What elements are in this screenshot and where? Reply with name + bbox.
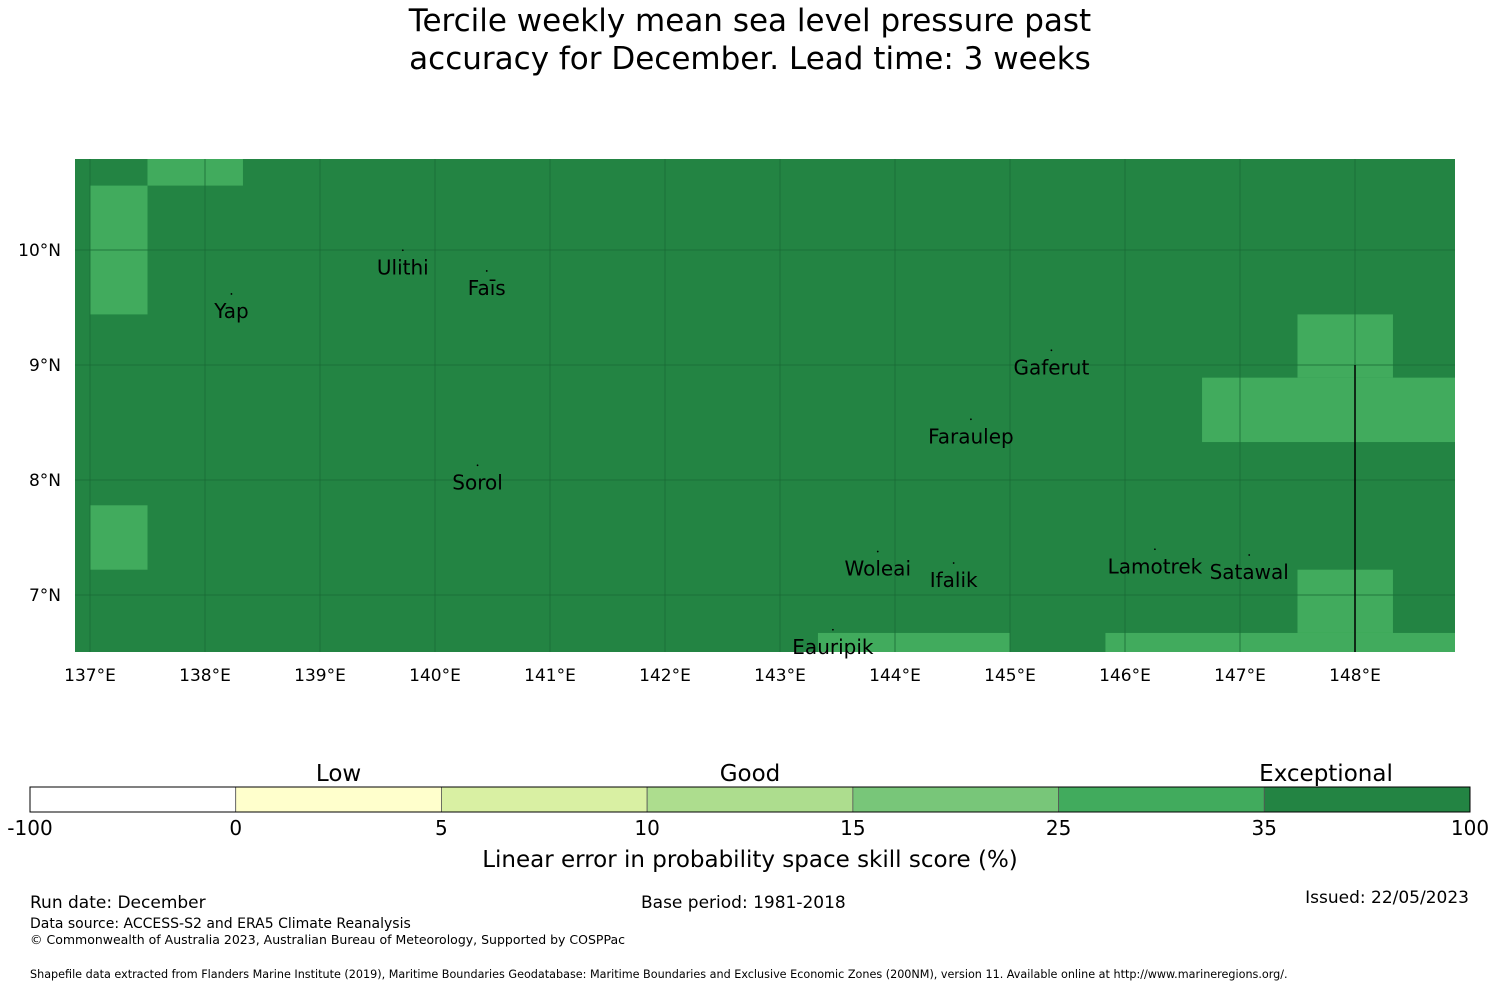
x-tick-label: 141°E xyxy=(524,666,576,686)
colorbar-segment xyxy=(235,786,442,813)
run-date: Run date: December xyxy=(30,893,206,913)
island-marker xyxy=(952,562,955,564)
title-line-1: Tercile weekly mean sea level pressure p… xyxy=(408,3,1092,39)
island-marker xyxy=(1050,349,1053,352)
colorbar-tick-label: -100 xyxy=(7,816,52,840)
y-tick-label: 7°N xyxy=(29,586,61,606)
x-tick-label: 138°E xyxy=(179,666,231,686)
place-label: Ifalik xyxy=(930,568,978,592)
skill-patch-7 xyxy=(1105,632,1455,652)
island-marker xyxy=(485,270,488,272)
colorbar-segment xyxy=(1263,786,1471,813)
title-line-2: accuracy for December. Lead time: 3 week… xyxy=(409,41,1091,77)
island-marker xyxy=(476,464,479,467)
colorbar-segment xyxy=(29,786,237,813)
place-label: Yap xyxy=(213,299,248,323)
skill-patch-4 xyxy=(1202,377,1455,443)
place-label: Satawal xyxy=(1210,560,1289,584)
x-tick-label: 137°E xyxy=(64,666,116,686)
x-tick-label: 145°E xyxy=(984,666,1036,686)
place-label: Ulithi xyxy=(377,255,429,279)
skill-patch-3 xyxy=(1297,314,1393,378)
colorbar-frame xyxy=(29,786,1471,813)
colorbar-tick-label: 10 xyxy=(634,816,659,840)
colorbar-tick-label: 25 xyxy=(1046,816,1071,840)
x-tick-label: 142°E xyxy=(639,666,691,686)
skill-patch-5 xyxy=(1297,569,1393,633)
island-marker xyxy=(1248,554,1251,556)
colorbar-segment xyxy=(1058,786,1265,813)
x-tick-label: 146°E xyxy=(1099,666,1151,686)
island-marker xyxy=(970,418,972,421)
shapefile-credit: Shapefile data extracted from Flanders M… xyxy=(30,968,1288,981)
place-label: Lamotrek xyxy=(1108,554,1203,578)
x-tick-label: 143°E xyxy=(754,666,806,686)
colorbar-tick-label: 100 xyxy=(1451,816,1489,840)
x-tick-label: 148°E xyxy=(1329,666,1381,686)
x-tick-label: 144°E xyxy=(869,666,921,686)
y-tick-label: 9°N xyxy=(29,356,61,376)
colorbar-tick-label: 0 xyxy=(229,816,242,840)
island-marker xyxy=(876,550,879,553)
x-tick-label: 139°E xyxy=(294,666,346,686)
x-tick-label: 140°E xyxy=(409,666,461,686)
colorbar-category-label: Exceptional xyxy=(1259,761,1393,787)
island-marker xyxy=(832,628,834,631)
colorbar-axis-label: Linear error in probability space skill … xyxy=(482,847,1018,873)
place-label: Gaferut xyxy=(1013,355,1089,379)
colorbar-category-label: Low xyxy=(316,761,361,787)
colorbar-segment xyxy=(646,786,854,813)
skill-patch-0 xyxy=(147,159,243,186)
chart-title: Tercile weekly mean sea level pressure p… xyxy=(0,2,1500,78)
colorbar-segment xyxy=(852,786,1059,813)
skill-patch-6 xyxy=(817,632,1010,652)
place-label: Faraulep xyxy=(928,424,1014,448)
island-marker xyxy=(230,293,233,295)
place-label: Sorol xyxy=(452,470,503,494)
data-source: Data source: ACCESS-S2 and ERA5 Climate … xyxy=(30,916,411,932)
colorbar-tick-label: 5 xyxy=(435,816,448,840)
colorbar-category-label: Good xyxy=(720,761,781,787)
base-period: Base period: 1981-2018 xyxy=(641,893,846,913)
colorbar-tick-label: 35 xyxy=(1252,816,1277,840)
place-label: Faīs xyxy=(468,276,506,300)
island-marker xyxy=(1154,548,1156,551)
skill-patch-2 xyxy=(90,505,148,570)
y-tick-label: 10°N xyxy=(18,241,61,261)
place-label: Woleai xyxy=(844,557,911,581)
colorbar-segment xyxy=(441,786,648,813)
x-tick-label: 147°E xyxy=(1214,666,1266,686)
place-label: Eauripik xyxy=(792,635,874,659)
colorbar-tick-label: 15 xyxy=(840,816,865,840)
issued-date: Issued: 22/05/2023 xyxy=(1305,888,1469,908)
copyright-notice: © Commonwealth of Australia 2023, Austra… xyxy=(30,932,625,947)
y-tick-label: 8°N xyxy=(29,471,61,491)
island-marker xyxy=(401,249,404,252)
